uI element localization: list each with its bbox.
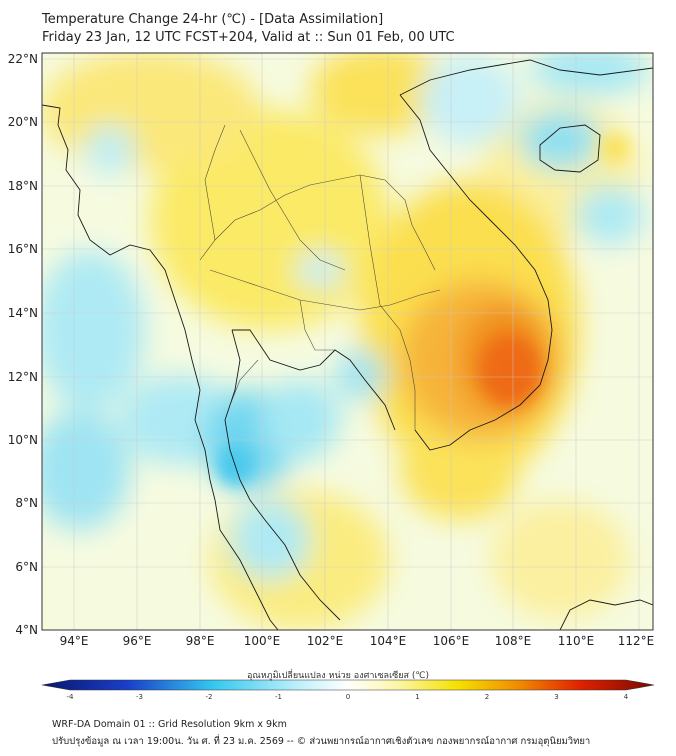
admin-borders: [199, 124, 441, 430]
graticule: [42, 53, 653, 630]
lon-label: 104°E: [370, 634, 407, 648]
colorbar-tick: -1: [275, 693, 282, 701]
lon-label: 106°E: [433, 634, 470, 648]
lat-label: 22°N: [8, 52, 38, 66]
lon-label: 112°E: [618, 634, 655, 648]
coastlines: [42, 59, 653, 630]
lon-label: 110°E: [558, 634, 595, 648]
lat-label: 10°N: [8, 433, 38, 447]
colorbar-tick: 0: [346, 693, 350, 701]
lat-label: 8°N: [15, 496, 38, 510]
lon-label: 102°E: [307, 634, 344, 648]
lon-label: 108°E: [495, 634, 532, 648]
colorbar-tick: 1: [415, 693, 419, 701]
lat-label: 4°N: [15, 623, 38, 637]
latitude-labels: 22°N 20°N 18°N 16°N 14°N 12°N 10°N 8°N 6…: [8, 52, 38, 637]
lat-label: 6°N: [15, 560, 38, 574]
lon-label: 94°E: [60, 634, 89, 648]
colorbar-label: อุณหภูมิเปลี่ยนแปลง หน่วย องศาเซลเซียส (…: [246, 671, 430, 681]
lon-label: 98°E: [186, 634, 215, 648]
lat-label: 14°N: [8, 306, 38, 320]
lat-label: 18°N: [8, 179, 38, 193]
temperature-field: [42, 53, 653, 630]
lat-label: 12°N: [8, 370, 38, 384]
colorbar: -4 -3 -2 -1 0 1 2 3 4: [41, 679, 655, 701]
colorbar-tick: -4: [67, 693, 75, 701]
lat-label: 16°N: [8, 242, 38, 256]
colorbar-tick: 3: [554, 693, 558, 701]
colorbar-tick: 2: [485, 693, 489, 701]
lon-label: 100°E: [244, 634, 281, 648]
colorbar-tick: -2: [206, 693, 213, 701]
footer-credit: ปรับปรุงข้อมูล ณ เวลา 19:00น. วัน ศ. ที่…: [52, 736, 591, 747]
lon-label: 96°E: [123, 634, 152, 648]
colorbar-tick: 4: [624, 693, 629, 701]
colorbar-tick: -3: [136, 693, 143, 701]
map-subtitle: Friday 23 Jan, 12 UTC FCST+204, Valid at…: [42, 30, 455, 45]
map-title: Temperature Change 24-hr (℃) - [Data Ass…: [42, 12, 384, 27]
footer-model-info: WRF-DA Domain 01 :: Grid Resolution 9km …: [52, 719, 287, 730]
longitude-labels: 94°E 96°E 98°E 100°E 102°E 104°E 106°E 1…: [60, 634, 655, 648]
lat-label: 20°N: [8, 115, 38, 129]
map-frame: [41, 52, 654, 631]
